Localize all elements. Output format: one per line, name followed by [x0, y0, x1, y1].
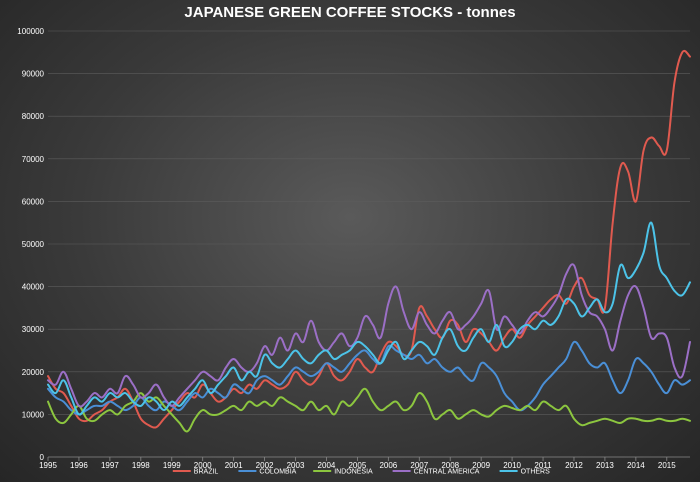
x-tick-label: 2006: [379, 461, 397, 470]
legend-label: COLOMBIA: [259, 469, 296, 476]
x-tick-label: 1999: [163, 461, 181, 470]
y-tick-label: 70000: [22, 155, 45, 164]
legend-label: BRAZIL: [194, 469, 219, 476]
y-tick-label: 80000: [22, 112, 45, 121]
chart-title: JAPANESE GREEN COFFEE STOCKS - tonnes: [184, 4, 515, 21]
x-tick-label: 2000: [194, 461, 212, 470]
x-tick-label: 2007: [410, 461, 428, 470]
x-tick-label: 2013: [596, 461, 614, 470]
x-tick-label: 2001: [225, 461, 243, 470]
x-tick-label: 2014: [627, 461, 645, 470]
x-tick-label: 2010: [503, 461, 521, 470]
x-tick-label: 2012: [565, 461, 583, 470]
y-tick-label: 30000: [22, 325, 45, 334]
x-tick-label: 1996: [70, 461, 88, 470]
y-tick-label: 60000: [22, 197, 45, 206]
y-tick-label: 10000: [22, 410, 45, 419]
grid: [48, 30, 690, 415]
y-tick-label: 0: [40, 453, 45, 462]
axes: 0 10000 20000 30000 40000 50000 60000 70000 8000…: [17, 27, 690, 470]
legend-label: INDONESIA: [334, 469, 373, 476]
x-tick-label: 2004: [318, 461, 336, 470]
x-tick-label: 2005: [348, 461, 366, 470]
y-tick-label: 40000: [22, 283, 45, 292]
x-tick-label: 2002: [256, 461, 274, 470]
x-tick-label: 2009: [472, 461, 490, 470]
x-tick-label: 2015: [658, 461, 676, 470]
y-tick-label: 90000: [22, 70, 45, 79]
x-tick-label: 2008: [441, 461, 459, 470]
legend-label: CENTRAL AMERICA: [414, 469, 480, 476]
series-line-central-america: [47, 263, 691, 408]
series-layer: [47, 49, 691, 433]
legend: BRAZIL COLOMBIA INDONESIA CENTRAL AMERICA OT…: [172, 469, 551, 476]
x-tick-label: 2011: [534, 461, 552, 470]
x-tick-label: 1998: [132, 461, 150, 470]
x-tick-label: 2003: [287, 461, 305, 470]
y-tick-label: 20000: [22, 368, 45, 377]
series-line-colombia: [47, 340, 691, 416]
series-line-indonesia: [47, 387, 691, 433]
x-tick-label: 1995: [39, 461, 57, 470]
y-tick-label: 100000: [17, 27, 44, 36]
legend-label: OTHERS: [521, 469, 551, 476]
series-line-others: [47, 221, 691, 416]
series-line-brazil: [47, 49, 691, 429]
x-tick-label: 1997: [101, 461, 119, 470]
y-tick-label: 50000: [22, 240, 45, 249]
